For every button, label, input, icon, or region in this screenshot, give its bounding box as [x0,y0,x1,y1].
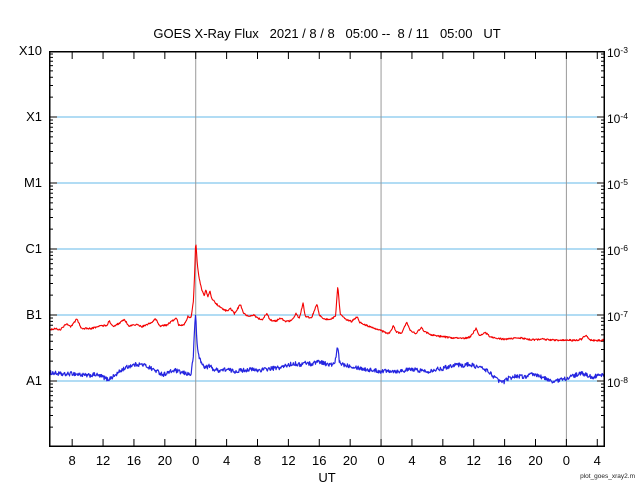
x-tick-label: 12 [95,453,111,468]
x-tick-label: 16 [126,453,142,468]
plot-frame [49,51,605,447]
x-tick-label: 8 [253,453,262,468]
x-tick-label: 20 [528,453,543,468]
x-tick-label: 20 [157,453,173,468]
y-axis-class-label: M1 [23,175,42,190]
x-tick-label: 16 [497,453,512,468]
y-axis-flux-label: 10-8 [607,375,628,390]
y-axis-class-label: C1 [25,241,42,256]
x-axis-title: UT [318,470,336,485]
flux-trace-short [48,314,606,385]
x-tick-label: 20 [342,453,358,468]
x-tick-label: 4 [593,453,601,468]
y-axis-flux-label: 10-5 [607,177,628,192]
plot-svg [48,51,606,447]
y-axis-flux-label: 10-3 [607,45,628,60]
chart-title: GOES X-Ray Flux 2021 / 8 / 8 05:00 -- 8 … [153,26,501,41]
x-tick-label: 0 [377,453,385,468]
y-axis-class-label: X1 [26,109,42,124]
x-tick-label: 8 [439,453,447,468]
x-tick-label: 0 [192,453,200,468]
x-tick-label: 0 [562,453,570,468]
y-axis-class-label: X10 [18,43,42,58]
plot-script-caption: plot_goes_xray2.m [580,473,635,480]
x-tick-label: 16 [312,453,327,468]
plot-area [48,51,606,447]
x-tick-label: 12 [281,453,296,468]
y-axis-flux-label: 10-6 [607,243,628,258]
y-axis-flux-label: 10-4 [607,111,628,126]
flux-trace-long [48,244,606,342]
x-tick-label: 4 [222,453,231,468]
x-tick-label: 12 [466,453,481,468]
y-axis-flux-label: 10-7 [607,309,628,324]
x-tick-label: 4 [408,453,416,468]
y-axis-class-label: A1 [26,373,42,388]
x-tick-label: 8 [68,453,76,468]
y-axis-class-label: B1 [26,307,42,322]
